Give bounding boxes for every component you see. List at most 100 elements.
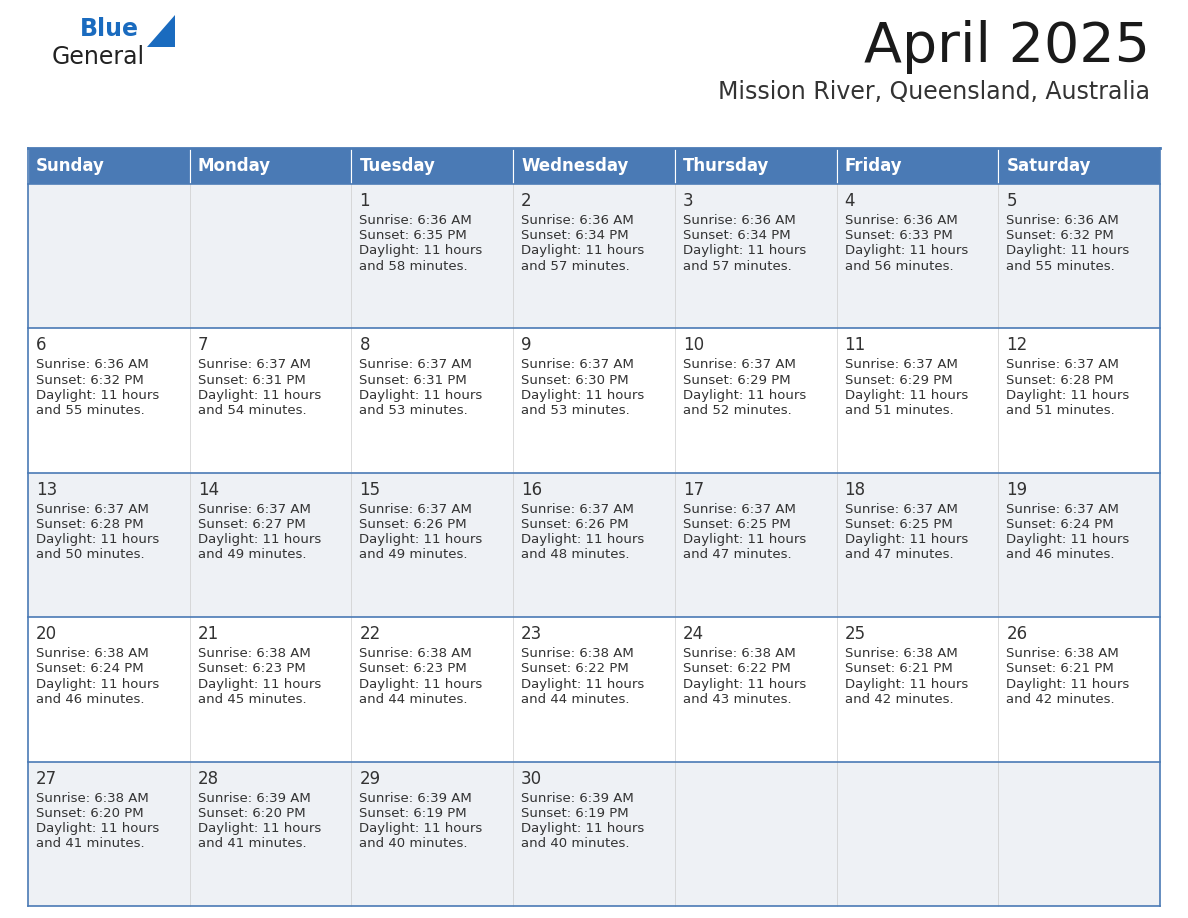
Bar: [352, 148, 513, 184]
Text: Sunset: 6:19 PM: Sunset: 6:19 PM: [360, 807, 467, 820]
Text: Sunrise: 6:36 AM: Sunrise: 6:36 AM: [845, 214, 958, 227]
Text: 23: 23: [522, 625, 543, 644]
Bar: [836, 148, 998, 184]
Text: and 49 minutes.: and 49 minutes.: [360, 548, 468, 561]
Text: Sunrise: 6:39 AM: Sunrise: 6:39 AM: [360, 791, 472, 804]
Text: and 53 minutes.: and 53 minutes.: [360, 404, 468, 417]
Text: and 41 minutes.: and 41 minutes.: [197, 837, 307, 850]
Text: and 53 minutes.: and 53 minutes.: [522, 404, 630, 417]
Text: Sunrise: 6:36 AM: Sunrise: 6:36 AM: [36, 358, 148, 372]
Text: 28: 28: [197, 769, 219, 788]
Text: and 44 minutes.: and 44 minutes.: [360, 693, 468, 706]
Text: Daylight: 11 hours: Daylight: 11 hours: [683, 244, 807, 257]
Text: Sunrise: 6:38 AM: Sunrise: 6:38 AM: [36, 647, 148, 660]
Text: Sunrise: 6:37 AM: Sunrise: 6:37 AM: [683, 358, 796, 372]
Text: Sunset: 6:23 PM: Sunset: 6:23 PM: [197, 663, 305, 676]
Text: 18: 18: [845, 481, 866, 498]
Text: 10: 10: [683, 336, 704, 354]
Text: Daylight: 11 hours: Daylight: 11 hours: [36, 822, 159, 835]
Text: Sunrise: 6:38 AM: Sunrise: 6:38 AM: [197, 647, 310, 660]
Text: and 42 minutes.: and 42 minutes.: [845, 693, 953, 706]
Text: Daylight: 11 hours: Daylight: 11 hours: [36, 533, 159, 546]
Text: Saturday: Saturday: [1006, 157, 1091, 175]
Text: 13: 13: [36, 481, 57, 498]
Text: 27: 27: [36, 769, 57, 788]
Text: Monday: Monday: [197, 157, 271, 175]
Text: Sunrise: 6:36 AM: Sunrise: 6:36 AM: [1006, 214, 1119, 227]
Text: Daylight: 11 hours: Daylight: 11 hours: [522, 822, 644, 835]
Text: Sunset: 6:27 PM: Sunset: 6:27 PM: [197, 518, 305, 531]
Bar: [513, 148, 675, 184]
Text: and 46 minutes.: and 46 minutes.: [1006, 548, 1114, 561]
Text: Sunrise: 6:37 AM: Sunrise: 6:37 AM: [360, 503, 473, 516]
Bar: [29, 329, 1159, 473]
Text: 7: 7: [197, 336, 208, 354]
Text: Daylight: 11 hours: Daylight: 11 hours: [845, 388, 968, 402]
Text: Sunrise: 6:38 AM: Sunrise: 6:38 AM: [845, 647, 958, 660]
Text: and 41 minutes.: and 41 minutes.: [36, 837, 145, 850]
Text: Daylight: 11 hours: Daylight: 11 hours: [522, 533, 644, 546]
Text: Daylight: 11 hours: Daylight: 11 hours: [1006, 533, 1130, 546]
Polygon shape: [147, 15, 175, 47]
Text: Daylight: 11 hours: Daylight: 11 hours: [1006, 388, 1130, 402]
Text: 17: 17: [683, 481, 704, 498]
Text: Sunrise: 6:36 AM: Sunrise: 6:36 AM: [522, 214, 634, 227]
Text: Sunset: 6:19 PM: Sunset: 6:19 PM: [522, 807, 628, 820]
Text: General: General: [52, 45, 145, 69]
Text: and 50 minutes.: and 50 minutes.: [36, 548, 145, 561]
Text: and 46 minutes.: and 46 minutes.: [36, 693, 145, 706]
Text: Sunrise: 6:38 AM: Sunrise: 6:38 AM: [522, 647, 634, 660]
Text: Sunset: 6:23 PM: Sunset: 6:23 PM: [360, 663, 467, 676]
Text: Blue: Blue: [80, 17, 139, 41]
Text: 6: 6: [36, 336, 46, 354]
Text: Sunset: 6:28 PM: Sunset: 6:28 PM: [1006, 374, 1114, 386]
Text: Daylight: 11 hours: Daylight: 11 hours: [197, 822, 321, 835]
Text: Sunset: 6:29 PM: Sunset: 6:29 PM: [845, 374, 953, 386]
Text: Friday: Friday: [845, 157, 902, 175]
Text: Sunset: 6:20 PM: Sunset: 6:20 PM: [36, 807, 144, 820]
Text: Wednesday: Wednesday: [522, 157, 628, 175]
Bar: [29, 148, 190, 184]
Text: and 44 minutes.: and 44 minutes.: [522, 693, 630, 706]
Text: 2: 2: [522, 192, 532, 210]
Text: 5: 5: [1006, 192, 1017, 210]
Text: and 42 minutes.: and 42 minutes.: [1006, 693, 1114, 706]
Text: and 55 minutes.: and 55 minutes.: [1006, 260, 1116, 273]
Text: 25: 25: [845, 625, 866, 644]
Text: and 40 minutes.: and 40 minutes.: [522, 837, 630, 850]
Text: Sunset: 6:24 PM: Sunset: 6:24 PM: [36, 663, 144, 676]
Text: Daylight: 11 hours: Daylight: 11 hours: [845, 677, 968, 690]
Text: Sunday: Sunday: [36, 157, 105, 175]
Text: Sunset: 6:32 PM: Sunset: 6:32 PM: [1006, 230, 1114, 242]
Text: and 40 minutes.: and 40 minutes.: [360, 837, 468, 850]
Text: 3: 3: [683, 192, 694, 210]
Text: Sunrise: 6:39 AM: Sunrise: 6:39 AM: [522, 791, 634, 804]
Text: Daylight: 11 hours: Daylight: 11 hours: [197, 677, 321, 690]
Text: Sunset: 6:25 PM: Sunset: 6:25 PM: [683, 518, 790, 531]
Text: Sunrise: 6:39 AM: Sunrise: 6:39 AM: [197, 791, 310, 804]
Text: Daylight: 11 hours: Daylight: 11 hours: [36, 677, 159, 690]
Text: Sunset: 6:21 PM: Sunset: 6:21 PM: [845, 663, 953, 676]
Text: Daylight: 11 hours: Daylight: 11 hours: [683, 533, 807, 546]
Bar: [998, 148, 1159, 184]
Text: Daylight: 11 hours: Daylight: 11 hours: [522, 388, 644, 402]
Text: 1: 1: [360, 192, 369, 210]
Text: Daylight: 11 hours: Daylight: 11 hours: [845, 244, 968, 257]
Text: Sunrise: 6:37 AM: Sunrise: 6:37 AM: [683, 503, 796, 516]
Text: Sunset: 6:31 PM: Sunset: 6:31 PM: [360, 374, 467, 386]
Text: Sunset: 6:35 PM: Sunset: 6:35 PM: [360, 230, 467, 242]
Text: Sunset: 6:26 PM: Sunset: 6:26 PM: [522, 518, 628, 531]
Text: Sunset: 6:24 PM: Sunset: 6:24 PM: [1006, 518, 1114, 531]
Text: Sunset: 6:29 PM: Sunset: 6:29 PM: [683, 374, 790, 386]
Text: Sunrise: 6:37 AM: Sunrise: 6:37 AM: [845, 503, 958, 516]
Text: 11: 11: [845, 336, 866, 354]
Text: and 45 minutes.: and 45 minutes.: [197, 693, 307, 706]
Text: Daylight: 11 hours: Daylight: 11 hours: [36, 388, 159, 402]
Text: Sunset: 6:22 PM: Sunset: 6:22 PM: [522, 663, 628, 676]
Text: 29: 29: [360, 769, 380, 788]
Text: 26: 26: [1006, 625, 1028, 644]
Text: 20: 20: [36, 625, 57, 644]
Text: Sunset: 6:25 PM: Sunset: 6:25 PM: [845, 518, 953, 531]
Text: April 2025: April 2025: [864, 20, 1150, 74]
Text: 21: 21: [197, 625, 219, 644]
